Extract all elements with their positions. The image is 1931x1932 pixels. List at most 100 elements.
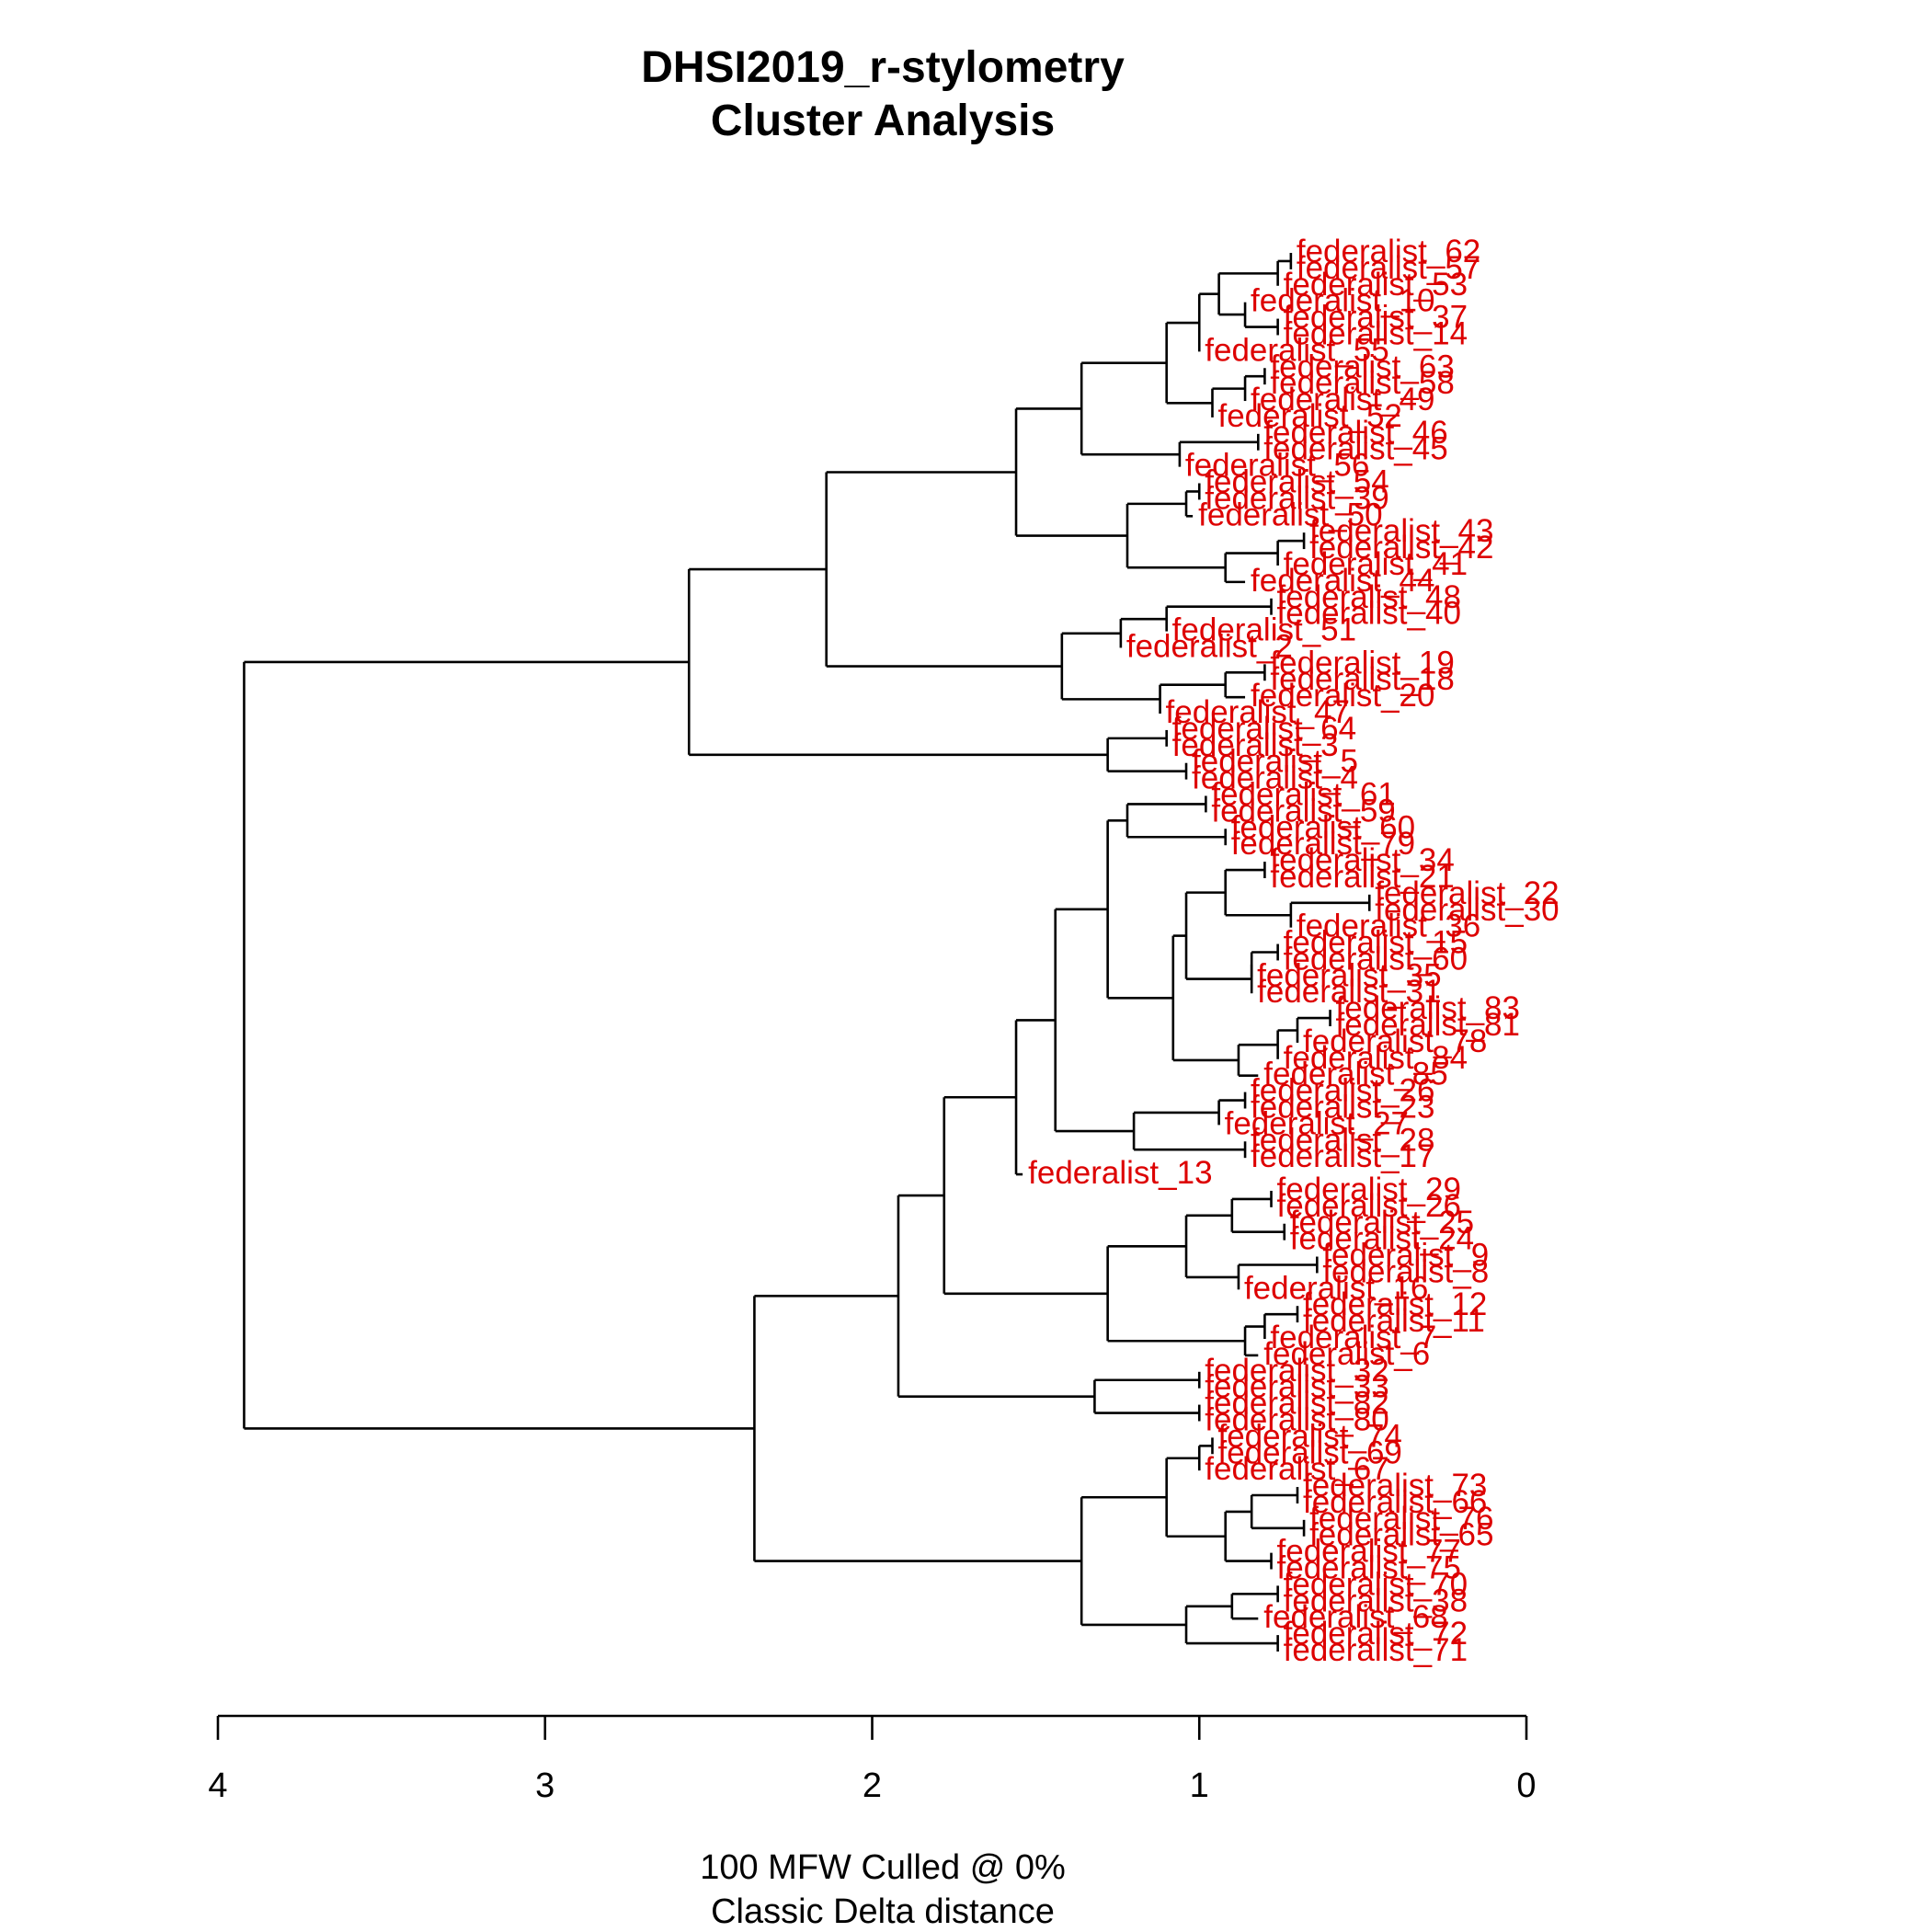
leaf-label: federalist_37 (1284, 300, 1468, 336)
leaf-label: federalist_19 (1270, 645, 1454, 680)
leaf-label: federalist_68 (1263, 1599, 1447, 1635)
leaf-label: federalist_60 (1231, 809, 1415, 845)
leaf-label: federalist_14 (1284, 315, 1468, 351)
x-tick-label: 4 (208, 1766, 227, 1805)
leaf-label: federalist_41 (1284, 546, 1468, 582)
chart-subtitle: Cluster Analysis (710, 97, 1056, 145)
leaf-label: federalist_85 (1263, 1057, 1447, 1092)
leaf-label: federalist_53 (1284, 267, 1468, 303)
leaf-label: federalist_58 (1270, 365, 1454, 401)
dendrogram-branches (243, 253, 1371, 1652)
leaf-label: federalist_75 (1277, 1550, 1461, 1586)
leaf-label: federalist_61 (1211, 777, 1395, 813)
leaf-label: federalist_23 (1251, 1089, 1434, 1125)
leaf-label: federalist_45 (1263, 431, 1447, 467)
leaf-label: federalist_8 (1322, 1253, 1489, 1289)
leaf-label: federalist_11 (1303, 1303, 1485, 1339)
leaf-label: federalist_7 (1270, 1320, 1436, 1355)
leaf-label: federalist_81 (1336, 1007, 1520, 1043)
leaf-label: federalist_4 (1192, 760, 1358, 796)
leaf-label: federalist_40 (1277, 596, 1461, 632)
x-tick-label: 1 (1190, 1766, 1209, 1805)
leaf-label: federalist_69 (1217, 1435, 1401, 1470)
leaf-label: federalist_26 (1251, 1073, 1434, 1109)
leaf-label: federalist_78 (1303, 1023, 1487, 1059)
leaf-label: federalist_13 (1028, 1155, 1212, 1191)
leaf-label: federalist_15 (1284, 925, 1468, 961)
leaf-label: federalist_48 (1277, 579, 1461, 615)
leaf-label: federalist_44 (1251, 563, 1434, 599)
leaf-label: federalist_38 (1284, 1583, 1468, 1618)
leaf-label: federalist_24 (1290, 1221, 1474, 1257)
leaf-label: federalist_76 (1309, 1501, 1493, 1537)
leaf-label: federalist_83 (1336, 990, 1520, 1026)
leaf-label: federalist_80 (1205, 1401, 1388, 1437)
leaf-label: federalist_39 (1205, 480, 1388, 516)
leaf-label: federalist_84 (1284, 1040, 1468, 1076)
leaf-label: federalist_34 (1270, 842, 1454, 878)
leaf-label: federalist_65 (1309, 1517, 1493, 1553)
leaf-label: federalist_52 (1217, 398, 1401, 434)
leaf-label: federalist_57 (1297, 250, 1480, 286)
x-tick-label: 3 (535, 1766, 554, 1805)
leaf-label: federalist_67 (1205, 1451, 1388, 1487)
chart-title: DHSI2019_r-stylometry (641, 43, 1125, 92)
leaf-label: federalist_27 (1225, 1105, 1409, 1141)
leaf-label: federalist_73 (1303, 1468, 1487, 1503)
leaf-label: federalist_17 (1251, 1138, 1434, 1174)
leaf-label: federalist_42 (1309, 530, 1493, 566)
leaf-label: federalist_25 (1290, 1205, 1474, 1240)
x-tick-label: 2 (863, 1766, 882, 1805)
leaf-label: federalist_12 (1303, 1286, 1487, 1322)
leaf-label: federalist_5 (1192, 744, 1358, 780)
leaf-label: federalist_49 (1251, 382, 1434, 417)
leaf-label: federalist_43 (1309, 513, 1493, 549)
leaf-label: federalist_71 (1284, 1632, 1468, 1668)
x-axis: 4 3 2 1 0 (208, 1714, 1537, 1805)
leaf-label: federalist_46 (1263, 415, 1447, 451)
leaf-label: federalist_36 (1297, 909, 1480, 944)
leaf-label: federalist_63 (1270, 349, 1454, 384)
leaf-label: federalist_47 (1166, 694, 1350, 730)
leaf-label: federalist_54 (1205, 464, 1388, 500)
x-axis-label-line-1: 100 MFW Culled @ 0% (700, 1848, 1066, 1887)
leaf-label: federalist_29 (1277, 1172, 1461, 1207)
leaf-label: federalist_79 (1231, 826, 1415, 862)
leaf-label: federalist_30 (1375, 892, 1559, 928)
leaf-label: federalist_60 (1284, 941, 1468, 977)
leaf-label: federalist_3 (1172, 727, 1339, 763)
leaf-label: federalist_26 (1277, 1188, 1461, 1224)
leaf-label: federalist_21 (1270, 859, 1454, 895)
leaf-label: federalist_62 (1297, 234, 1480, 269)
leaf-label: federalist_20 (1251, 678, 1434, 714)
leaf-label: federalist_70 (1284, 1566, 1468, 1602)
leaf-label: federalist_33 (1205, 1369, 1388, 1405)
leaf-label: federalist_56 (1185, 448, 1369, 484)
x-tick-label: 0 (1516, 1766, 1536, 1805)
leaf-label: federalist_55 (1205, 332, 1388, 368)
leaf-label: federalist_6 (1263, 1336, 1430, 1372)
leaf-label: federalist_66 (1303, 1484, 1487, 1520)
leaf-label: federalist_64 (1172, 711, 1356, 747)
leaf-label: federalist_16 (1244, 1270, 1428, 1306)
leaf-label: federalist_35 (1257, 957, 1441, 993)
leaf-label: federalist_22 (1375, 875, 1559, 911)
leaf-label: federalist_2 (1126, 628, 1293, 664)
leaf-label: federalist_28 (1251, 1122, 1434, 1158)
leaf-label: federalist_9 (1322, 1238, 1489, 1274)
leaf-label: federalist_51 (1172, 612, 1356, 648)
leaf-label: federalist_32 (1205, 1353, 1388, 1389)
leaf-label: federalist_10 (1251, 283, 1434, 319)
leaf-label: federalist_74 (1217, 1418, 1401, 1454)
leaf-label: federalist_82 (1205, 1386, 1388, 1422)
leaf-label: federalist_72 (1284, 1616, 1468, 1652)
leaf-label: federalist_31 (1257, 974, 1441, 1010)
leaf-label: federalist_18 (1270, 661, 1454, 697)
leaf-label: federalist_59 (1211, 793, 1395, 829)
x-axis-label-line-2: Classic Delta distance (711, 1892, 1055, 1931)
leaf-label: federalist_77 (1277, 1534, 1461, 1570)
leaf-label: federalist_50 (1198, 497, 1382, 532)
leaf-labels: federalist_62federalist_57federalist_53f… (1028, 234, 1560, 1668)
